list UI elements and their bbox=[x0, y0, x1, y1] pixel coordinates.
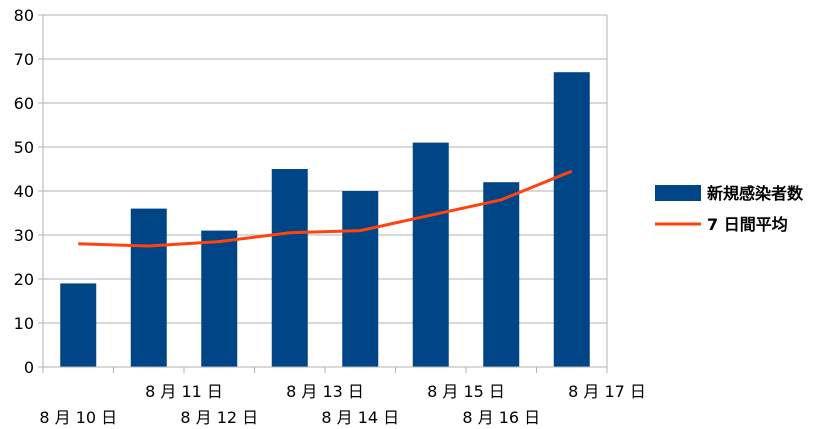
bar bbox=[483, 182, 520, 367]
y-tick-label: 40 bbox=[14, 182, 34, 201]
legend-swatch-bar bbox=[655, 185, 701, 201]
legend: 新規感染者数 7 日間平均 bbox=[655, 184, 804, 234]
y-tick-label: 70 bbox=[14, 50, 34, 69]
legend-label-bar: 新規感染者数 bbox=[707, 184, 804, 203]
x-tick-labels: 8 月 10 日 8 月 11 日 8 月 12 日 8 月 13 日 8 月 14 日… bbox=[39, 382, 646, 427]
y-tick-label: 20 bbox=[14, 270, 34, 289]
x-tick-label: 8 月 17 日 bbox=[568, 382, 646, 401]
y-tick-label: 30 bbox=[14, 226, 34, 245]
x-tick-label: 8 月 13 日 bbox=[286, 382, 364, 401]
bar-series bbox=[60, 72, 590, 367]
y-tick-label: 10 bbox=[14, 314, 34, 333]
legend-label-line: 7 日間平均 bbox=[707, 215, 788, 234]
line-series bbox=[78, 169, 573, 248]
axes bbox=[38, 14, 608, 373]
bar bbox=[271, 169, 308, 367]
x-tick-label: 8 月 11 日 bbox=[145, 382, 223, 401]
y-tick-labels: 0 10 20 30 40 50 60 70 80 bbox=[14, 6, 34, 377]
x-tick-label: 8 月 14 日 bbox=[321, 408, 399, 427]
x-tick-label: 8 月 16 日 bbox=[462, 408, 540, 427]
y-tick-label: 0 bbox=[24, 358, 34, 377]
bar bbox=[60, 283, 97, 367]
bar bbox=[553, 72, 590, 367]
bar bbox=[412, 142, 449, 367]
average-line bbox=[78, 169, 573, 248]
bar bbox=[342, 191, 379, 367]
y-tick-label: 50 bbox=[14, 138, 34, 157]
bar bbox=[130, 208, 167, 367]
y-tick-label: 80 bbox=[14, 6, 34, 25]
x-tick-label: 8 月 10 日 bbox=[39, 408, 117, 427]
y-tick-label: 60 bbox=[14, 94, 34, 113]
bar bbox=[201, 230, 238, 367]
x-tick-label: 8 月 15 日 bbox=[427, 382, 505, 401]
x-tick-label: 8 月 12 日 bbox=[180, 408, 258, 427]
